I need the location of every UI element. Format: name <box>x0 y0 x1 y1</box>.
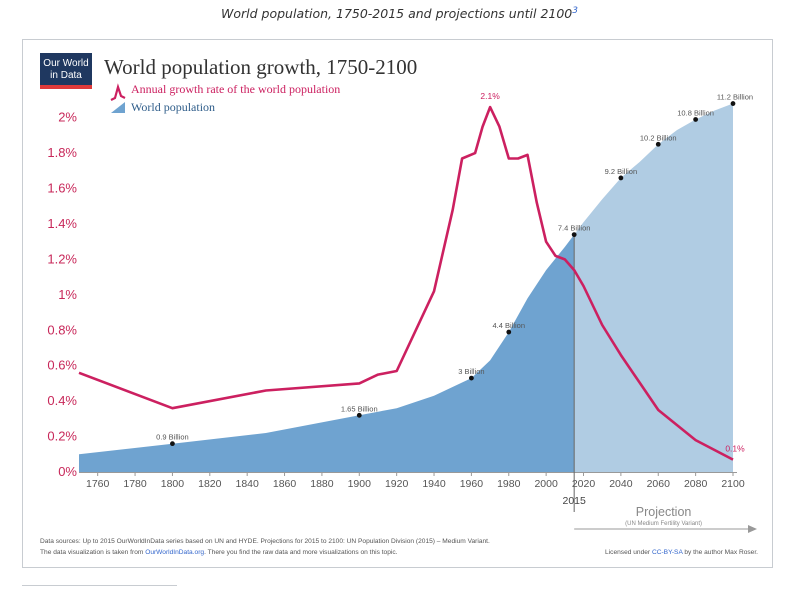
projection-sublabel: (UN Medium Fertility Variant) <box>625 521 702 527</box>
x-tick-label: 1980 <box>497 478 521 490</box>
x-tick-label: 1840 <box>235 478 259 490</box>
population-area-projection <box>574 103 733 472</box>
population-label: 11.2 Billion <box>717 93 753 102</box>
x-tick-label: 1820 <box>198 478 222 490</box>
y-tick-label: 1% <box>58 287 77 302</box>
logo-line1: Our World <box>43 58 88 69</box>
growth-label: 2.1% <box>480 91 500 101</box>
owid-link[interactable]: OurWorldInData.org <box>145 549 204 556</box>
legend-growth-label: Annual growth rate of the world populati… <box>131 82 340 96</box>
x-tick-label: 1780 <box>123 478 147 490</box>
footer-viz-note: The data visualization is taken from Our… <box>40 549 398 556</box>
legend-population-label: World population <box>131 100 215 114</box>
population-area-historical <box>79 234 575 472</box>
population-point <box>618 175 624 181</box>
population-point <box>170 441 175 447</box>
x-tick-label: 1760 <box>86 478 110 490</box>
population-label: 3 Billion <box>458 367 484 376</box>
population-label: 1.65 Billion <box>341 404 378 413</box>
growth-label: 0.1% <box>725 444 745 454</box>
growth-rate-line <box>78 105 734 461</box>
y-tick-label: 1.8% <box>47 145 77 160</box>
population-chart: Our World in Data World population growt… <box>40 53 758 556</box>
chart-title: World population growth, 1750-2100 <box>104 55 417 79</box>
legend-growth-icon <box>110 83 126 101</box>
chart-frame: Our World in Data World population growt… <box>22 39 773 568</box>
caption-text: World population, 1750-2015 and projecti… <box>221 6 573 22</box>
y-tick-label: 1.6% <box>47 181 77 196</box>
highlight-year-label: 2015 <box>562 495 586 507</box>
license-link[interactable]: CC-BY-SA <box>652 549 684 556</box>
population-point <box>730 101 736 106</box>
y-tick-label: 0.6% <box>47 358 77 373</box>
x-tick-label: 2080 <box>684 478 708 490</box>
x-tick-label: 1880 <box>310 478 334 490</box>
projection-label: Projection <box>636 505 692 519</box>
population-label: 4.4 Billion <box>493 321 526 330</box>
footer-viz-prefix: The data visualization is taken from <box>40 549 145 556</box>
y-tick-label: 2% <box>58 110 77 125</box>
population-point <box>655 141 661 147</box>
x-tick-label: 2020 <box>572 478 596 490</box>
plot-area: 1760 1780 1800 1820 1840 1860 1880 1900 1920 1940… <box>47 91 757 533</box>
logo-line2: in Data <box>50 70 82 81</box>
y-tick-label: 1.2% <box>47 251 77 266</box>
x-tick-label: 2060 <box>647 478 671 490</box>
x-tick-label: 2000 <box>534 478 558 490</box>
population-point <box>506 329 512 335</box>
caption-reference-link[interactable]: 3 <box>572 6 578 16</box>
license-suffix: by the author Max Roser. <box>683 549 759 556</box>
x-tick-label: 2100 <box>721 478 745 490</box>
legend-population-icon <box>111 102 125 113</box>
y-tick-label: 0% <box>58 464 77 479</box>
population-label: 7.4 Billion <box>558 224 591 233</box>
x-tick-label: 1900 <box>348 478 372 490</box>
population-point <box>469 375 474 381</box>
y-tick-label: 1.4% <box>47 216 77 231</box>
projection-arrow-head <box>748 525 757 533</box>
population-label: 9.2 Billion <box>605 167 638 176</box>
population-point <box>571 232 577 238</box>
legend: Annual growth rate of the world populati… <box>110 82 340 114</box>
population-label: 0.9 Billion <box>156 433 189 442</box>
footer-license: Licensed under CC-BY-SA by the author Ma… <box>605 549 758 556</box>
population-point <box>356 412 362 418</box>
population-point <box>693 117 699 122</box>
population-label: 10.2 Billion <box>640 133 677 142</box>
y-tick-label: 0.8% <box>47 322 77 337</box>
population-label: 10.8 Billion <box>677 108 714 117</box>
footer: Data sources: Up to 2015 OurWorldInData … <box>40 538 758 556</box>
x-tick-label: 1860 <box>273 478 297 490</box>
x-tick-label: 2040 <box>609 478 633 490</box>
x-tick-label: 1920 <box>385 478 409 490</box>
footer-viz-suffix: . There you find the raw data and more v… <box>204 549 398 556</box>
y-tick-label: 0.2% <box>47 429 77 444</box>
divider <box>22 585 177 586</box>
x-tick-label: 1940 <box>422 478 446 490</box>
footer-sources: Data sources: Up to 2015 OurWorldInData … <box>40 538 490 545</box>
y-tick-label: 0.4% <box>47 393 77 408</box>
figure-caption: World population, 1750-2015 and projecti… <box>0 6 799 21</box>
license-prefix: Licensed under <box>605 549 652 556</box>
owid-logo[interactable]: Our World in Data <box>40 53 92 89</box>
x-tick-label: 1960 <box>460 478 484 490</box>
x-tick-label: 1800 <box>161 478 185 490</box>
